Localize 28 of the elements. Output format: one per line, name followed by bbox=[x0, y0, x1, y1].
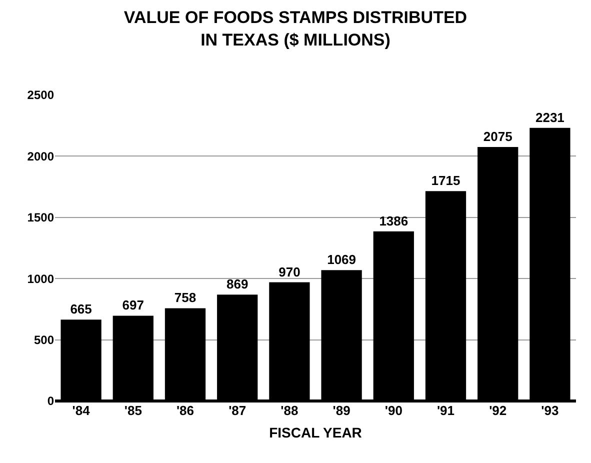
x-tick-label: '91 bbox=[436, 403, 455, 418]
data-label: 1069 bbox=[327, 252, 356, 268]
data-label: 970 bbox=[278, 264, 300, 280]
x-tick-label: '92 bbox=[489, 403, 507, 418]
x-tick-label: '90 bbox=[384, 403, 402, 418]
data-label: 697 bbox=[122, 298, 144, 313]
x-tick-label: '87 bbox=[228, 403, 246, 418]
y-tick-label: 2500 bbox=[27, 88, 54, 102]
x-tick-label: '86 bbox=[176, 403, 194, 418]
x-tick-label: '89 bbox=[332, 403, 350, 418]
data-label: 869 bbox=[226, 276, 248, 292]
data-label: 1715 bbox=[431, 173, 460, 188]
x-axis-title: FISCAL YEAR bbox=[269, 424, 362, 440]
y-tick-label: 500 bbox=[34, 333, 54, 347]
x-tick-label: '93 bbox=[541, 403, 559, 418]
x-tick-label: '88 bbox=[280, 403, 298, 418]
chart-title: VALUE OF FOODS STAMPS DISTRIBUTED IN TEXAS ($ MILLIONS) bbox=[124, 8, 468, 50]
data-label: 665 bbox=[70, 302, 92, 317]
y-tick-label: 1500 bbox=[27, 210, 54, 225]
x-tick-label: '84 bbox=[72, 403, 91, 418]
y-tick-label: 1000 bbox=[27, 272, 54, 286]
data-label: 2231 bbox=[535, 110, 564, 125]
data-label: 758 bbox=[174, 290, 196, 306]
y-tick-label: 2000 bbox=[27, 149, 54, 164]
data-label: 1386 bbox=[379, 213, 408, 228]
data-label: 2075 bbox=[483, 129, 512, 144]
y-tick-label: 0 bbox=[47, 394, 54, 408]
x-tick-label: '85 bbox=[124, 403, 142, 418]
